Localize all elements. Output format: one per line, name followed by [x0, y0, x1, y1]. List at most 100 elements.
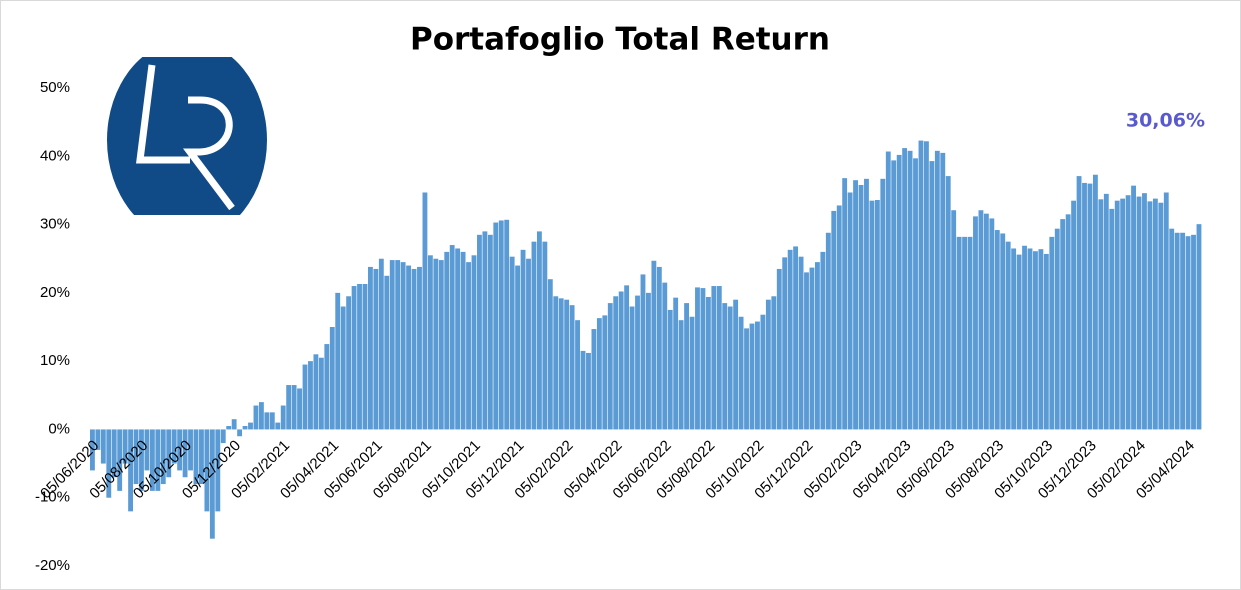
bar — [596, 318, 602, 430]
bar — [656, 266, 662, 430]
logo — [107, 57, 267, 215]
bar — [1082, 182, 1087, 430]
bar — [749, 323, 755, 430]
bar — [618, 291, 624, 430]
bar — [956, 236, 962, 430]
bar — [629, 306, 635, 430]
bar — [755, 321, 760, 430]
bar — [215, 429, 221, 512]
bar — [836, 205, 842, 430]
bar — [635, 295, 640, 430]
y-tick-label: 30% — [40, 216, 70, 233]
bar — [1114, 200, 1120, 430]
bar — [678, 320, 684, 430]
bar — [106, 429, 112, 498]
y-tick-label: 40% — [40, 147, 70, 164]
bar — [471, 255, 477, 430]
bar — [640, 274, 646, 430]
bar — [177, 429, 183, 471]
bar — [231, 419, 237, 430]
bar — [575, 320, 580, 430]
y-tick-label: 10% — [40, 352, 70, 369]
bar — [553, 296, 559, 430]
bar — [346, 296, 352, 430]
bar — [308, 361, 313, 430]
bar — [967, 236, 973, 430]
bar — [542, 241, 548, 430]
y-tick-label: -20% — [35, 557, 70, 574]
bar — [95, 429, 101, 450]
bar — [449, 245, 455, 430]
bar — [820, 251, 826, 430]
bar — [1092, 174, 1098, 430]
bar — [455, 248, 461, 430]
bar — [193, 429, 199, 485]
bar — [220, 429, 226, 444]
bar — [684, 303, 690, 430]
bar — [1196, 224, 1202, 430]
bar — [673, 297, 679, 430]
bar — [662, 282, 668, 430]
bar — [536, 231, 542, 430]
bar — [711, 286, 717, 430]
bar — [646, 292, 651, 430]
bar — [318, 357, 324, 430]
bar — [853, 180, 858, 430]
bar — [493, 222, 499, 430]
bar — [1152, 198, 1158, 430]
bar — [466, 262, 471, 430]
bar — [973, 216, 978, 430]
y-tick-label: 20% — [40, 284, 70, 301]
bar — [858, 184, 864, 430]
bar — [171, 429, 177, 464]
bar — [918, 140, 924, 430]
bar — [504, 219, 510, 430]
bar — [275, 422, 281, 430]
bar — [782, 257, 788, 430]
bar — [705, 296, 711, 430]
bar — [558, 298, 564, 430]
bar — [264, 412, 270, 430]
bar — [237, 429, 243, 437]
bar — [335, 292, 341, 430]
bar — [591, 329, 597, 430]
bar — [1147, 201, 1153, 430]
y-tick-label: 50% — [40, 79, 70, 96]
bar — [787, 249, 793, 430]
bar — [869, 200, 875, 430]
bar — [362, 283, 368, 430]
bar — [733, 299, 739, 430]
bar — [1158, 202, 1164, 430]
bar — [989, 218, 995, 430]
y-tick-label: 0% — [48, 420, 70, 437]
bar — [1005, 241, 1011, 430]
bar — [924, 141, 929, 430]
bar — [498, 220, 504, 430]
bar — [864, 178, 869, 430]
bar — [885, 151, 891, 430]
bar — [744, 328, 749, 430]
bar — [286, 385, 292, 430]
bar — [842, 178, 848, 430]
bar — [1120, 198, 1126, 430]
bar — [716, 286, 722, 430]
bar — [242, 426, 248, 430]
bar — [738, 316, 744, 430]
bar — [373, 268, 379, 430]
logo-letter-l — [136, 64, 190, 164]
bar — [389, 260, 395, 430]
bar — [1163, 192, 1169, 430]
bar — [1065, 214, 1071, 430]
bar — [1054, 228, 1060, 430]
bar — [1087, 183, 1093, 430]
bar — [983, 213, 989, 430]
bar — [809, 267, 815, 430]
bar — [166, 429, 172, 478]
bar — [357, 283, 362, 430]
bar — [411, 268, 417, 430]
bar — [1011, 248, 1017, 430]
bar — [139, 429, 144, 491]
bar — [831, 210, 837, 430]
